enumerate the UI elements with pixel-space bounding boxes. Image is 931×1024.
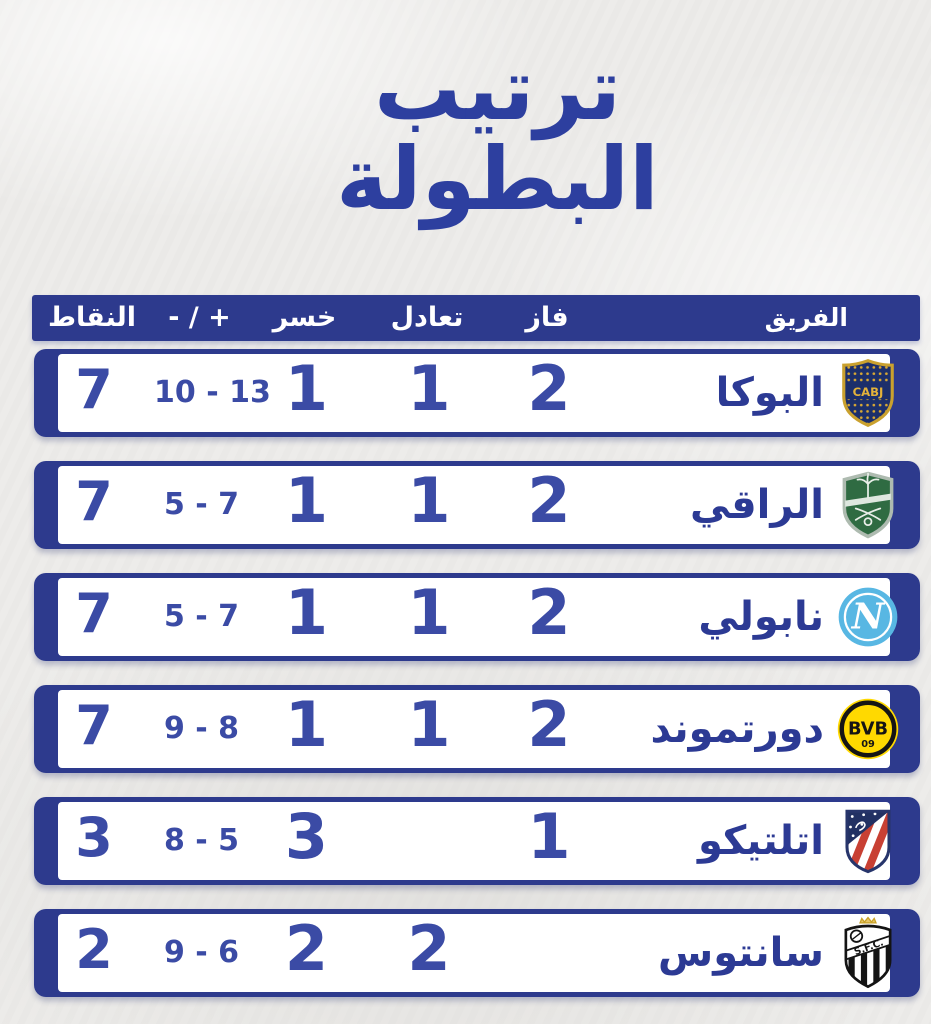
standings-table: 7 10 - 13 1 1 2 البوكا CABJ 7 5 - 7 1 1 … [34,348,920,997]
losses-cell: 1 [284,464,329,538]
header-points: النقاط [47,302,137,334]
svg-text:CABJ: CABJ [853,385,884,399]
points-cell: 7 [75,470,113,534]
raqi-club-logo [830,470,920,540]
draws-cell: 1 [407,688,451,762]
standings-header: النقاط + / - خسر تعادل فاز الفريق [32,294,920,341]
table-row-santos: 2 9 - 6 2 2 سانتوس S.F.C. [34,908,920,997]
raqi-club-logo-icon [842,471,894,539]
losses-cell: 1 [284,688,329,762]
team-name: دورتموند [650,705,824,752]
table-row-content: 2 9 - 6 2 2 سانتوس S.F.C. [34,909,920,997]
boca-club-logo: CABJ [830,358,920,428]
table-row-atletico: 3 8 - 5 3 1 اتلتيكو [34,796,920,885]
dortmund-club-logo: BVB 09 [830,697,920,761]
wins-cell: 2 [527,352,571,426]
goal-diff-cell: 10 - 13 [154,375,271,411]
svg-text:09: 09 [861,739,875,750]
header-goal-diff: + / - [168,302,231,334]
points-cell: 3 [75,806,113,870]
table-row-content: 7 5 - 7 1 1 2 نابولي N [34,573,920,661]
table-row-dortmund: 7 9 - 8 1 1 2 دورتموند BVB 09 [34,684,920,773]
table-row-content: 7 5 - 7 1 1 2 الراقي [34,461,920,549]
draws-cell: 1 [407,464,451,538]
santos-club-logo: S.F.C. [830,915,920,991]
draws-cell: 1 [407,352,451,426]
table-row-content: 3 8 - 5 3 1 اتلتيكو [34,797,920,885]
page-title: ترتيب البطولة [32,0,931,225]
team-name: الراقي [690,481,824,528]
table-row-boca: 7 10 - 13 1 1 2 البوكا CABJ [34,348,920,437]
team-name: نابولي [698,593,824,640]
points-cell: 2 [75,918,113,982]
points-cell: 7 [75,582,113,646]
team-name: البوكا [715,369,824,416]
table-row-content: 7 9 - 8 1 1 2 دورتموند BVB 09 [34,685,920,773]
santos-fc-logo-icon: S.F.C. [844,916,892,989]
dortmund-bvb-logo-icon: BVB 09 [837,698,899,760]
title-line-2: البطولة [336,128,659,231]
losses-cell: 2 [284,912,329,986]
svg-text:N: N [851,596,886,637]
goal-diff-cell: 8 - 5 [163,823,240,859]
points-cell: 7 [75,694,113,758]
table-row-raqi: 7 5 - 7 1 1 2 الراقي [34,460,920,549]
losses-cell: 1 [284,352,329,426]
wins-cell: 1 [527,800,571,874]
svg-text:BVB: BVB [848,719,888,739]
wins-cell: 2 [527,464,571,538]
goal-diff-cell: 9 - 8 [163,711,240,747]
header-draws: تعادل [390,302,464,334]
points-cell: 7 [75,358,113,422]
team-name: اتلتيكو [697,817,824,864]
goal-diff-cell: 5 - 7 [163,599,240,635]
draws-cell: 2 [407,912,451,986]
draws-cell: 1 [407,576,451,650]
table-row-napoli: 7 5 - 7 1 1 2 نابولي N [34,572,920,661]
wins-cell: 2 [527,576,571,650]
header-losses: خسر [272,302,337,334]
losses-cell: 3 [284,800,329,874]
header-wins: فاز [525,302,569,334]
napoli-club-logo: N [830,585,920,649]
atletico-madrid-logo-icon [845,809,891,874]
table-row-content: 7 10 - 13 1 1 2 البوكا CABJ [34,349,920,437]
wins-cell: 2 [527,688,571,762]
losses-cell: 1 [284,576,329,650]
header-team: الفريق [764,303,848,333]
goal-diff-cell: 9 - 6 [163,935,240,971]
team-name: سانتوس [658,929,824,976]
atletico-club-logo [830,806,920,876]
title-line-1: ترتيب [373,38,622,140]
boca-juniors-logo-icon: CABJ [842,358,894,427]
napoli-logo-icon: N [838,587,898,647]
goal-diff-cell: 5 - 7 [163,487,240,523]
